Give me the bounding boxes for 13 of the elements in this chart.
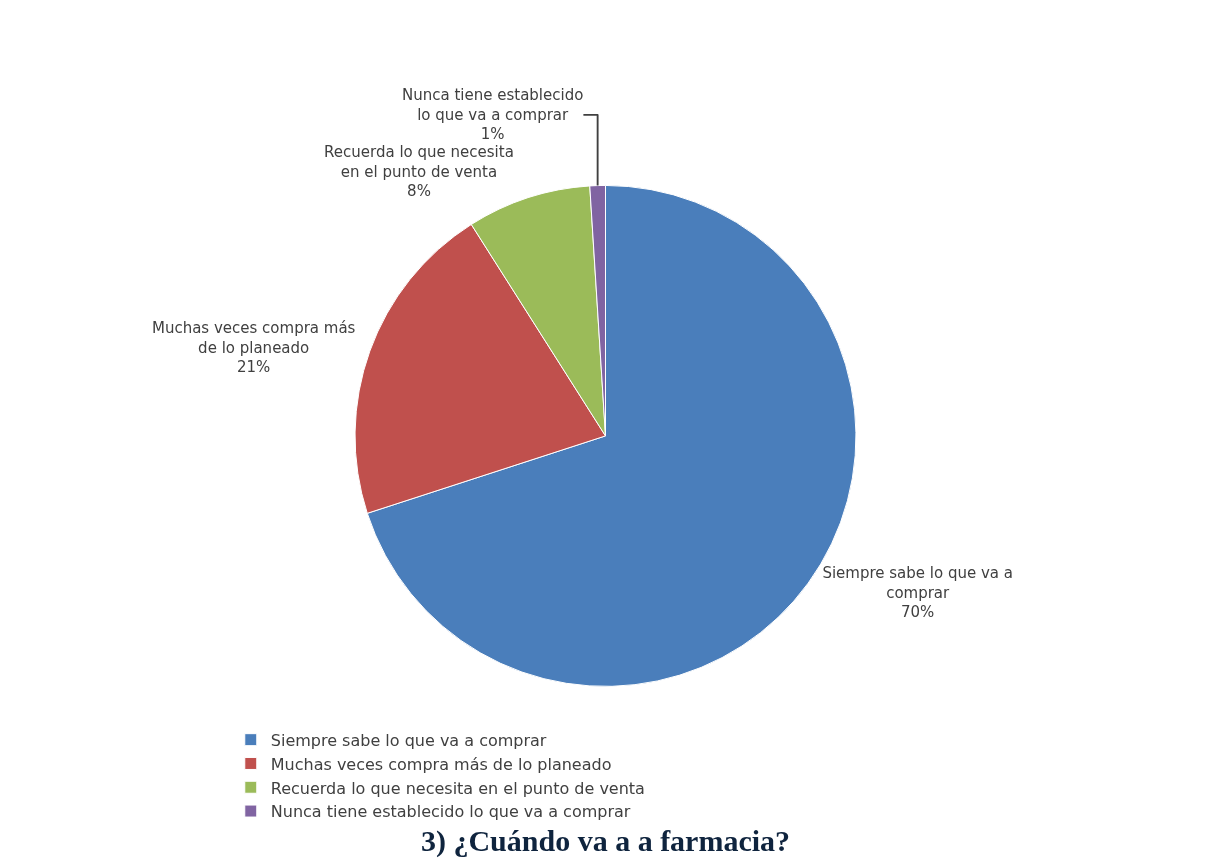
legend-label: Nunca tiene establecido lo que va a comprar bbox=[270, 802, 631, 822]
slice-label: Recuerda lo que necesita en el punto de venta bbox=[324, 143, 514, 181]
slice-label: Muchas veces compra más de lo planeado bbox=[151, 319, 356, 357]
data-label: 70% bbox=[901, 603, 935, 622]
legend-label: Recuerda lo que necesita en el punto de venta bbox=[270, 778, 645, 798]
legend-label: Muchas veces compra más de lo planeado bbox=[270, 754, 612, 774]
legend-label: Siempre sabe lo que va a comprar bbox=[270, 730, 547, 750]
data-label: 8% bbox=[407, 182, 431, 201]
slice-label: Siempre sabe lo que va a comprar bbox=[822, 564, 1013, 602]
slice-label: Nunca tiene establecido lo que va a comprar bbox=[402, 86, 584, 124]
data-label: 1% bbox=[480, 125, 505, 144]
text: 3) ¿Cuándo va a a farmacia? bbox=[420, 823, 791, 858]
data-label: 21% bbox=[237, 358, 271, 377]
